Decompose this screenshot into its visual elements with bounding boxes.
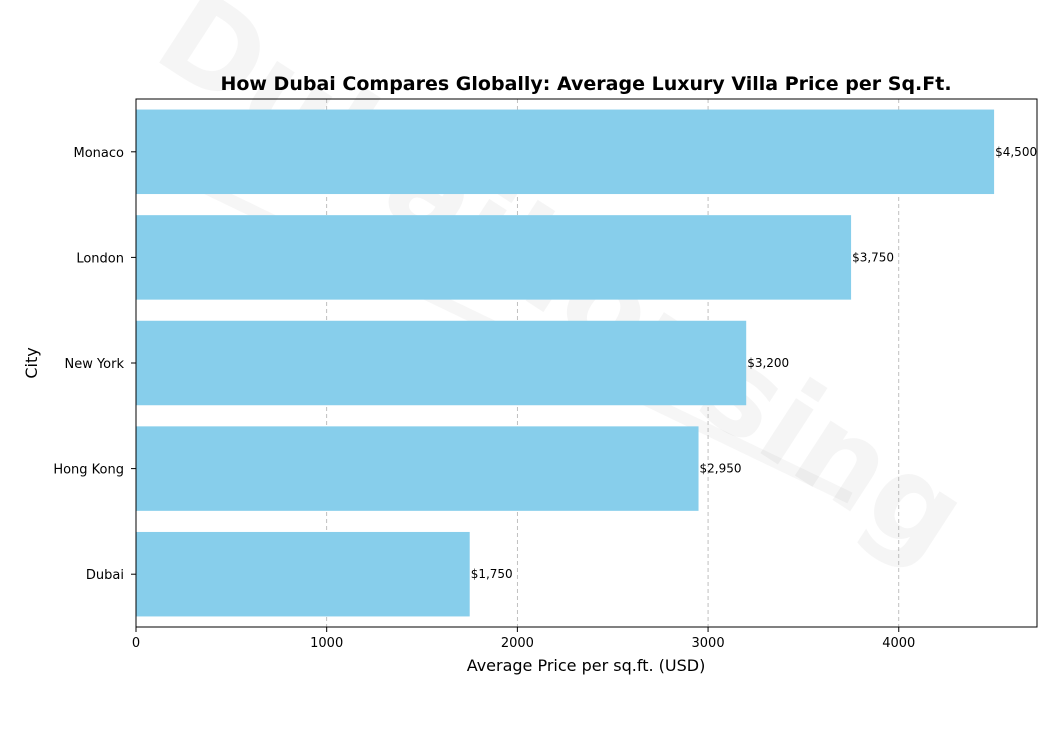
- x-tick-label: 3000: [692, 636, 725, 651]
- y-tick-label: Dubai: [86, 568, 124, 583]
- bar-london: [136, 215, 852, 300]
- data-label: $3,750: [852, 250, 894, 264]
- data-label: $4,500: [995, 145, 1037, 159]
- bar-hong-kong: [136, 426, 699, 511]
- y-tick-label: Monaco: [74, 146, 125, 161]
- x-axis-ticks: 0 1000 2000 3000 4000: [132, 627, 915, 651]
- y-tick-label: New York: [64, 357, 124, 372]
- x-axis-label: Average Price per sq.ft. (USD): [467, 656, 706, 675]
- bars: [136, 109, 995, 617]
- data-labels: $4,500 $3,750 $3,200 $2,950 $1,750: [471, 145, 1037, 581]
- bar-monaco: [136, 109, 995, 195]
- data-label: $2,950: [700, 462, 742, 476]
- chart-title: How Dubai Compares Globally: Average Lux…: [220, 73, 951, 95]
- x-tick-label: 4000: [882, 636, 915, 651]
- bar-dubai: [136, 531, 470, 617]
- y-tick-label: London: [76, 251, 124, 266]
- y-axis-ticks: Monaco London New York Hong Kong Dubai: [53, 146, 136, 583]
- data-label: $1,750: [471, 567, 513, 581]
- data-label: $3,200: [747, 356, 789, 370]
- y-axis-label: City: [22, 347, 41, 378]
- x-tick-label: 0: [132, 636, 140, 651]
- x-tick-label: 2000: [501, 636, 534, 651]
- x-tick-label: 1000: [310, 636, 343, 651]
- y-tick-label: Hong Kong: [53, 463, 124, 478]
- bar-new-york: [136, 320, 747, 406]
